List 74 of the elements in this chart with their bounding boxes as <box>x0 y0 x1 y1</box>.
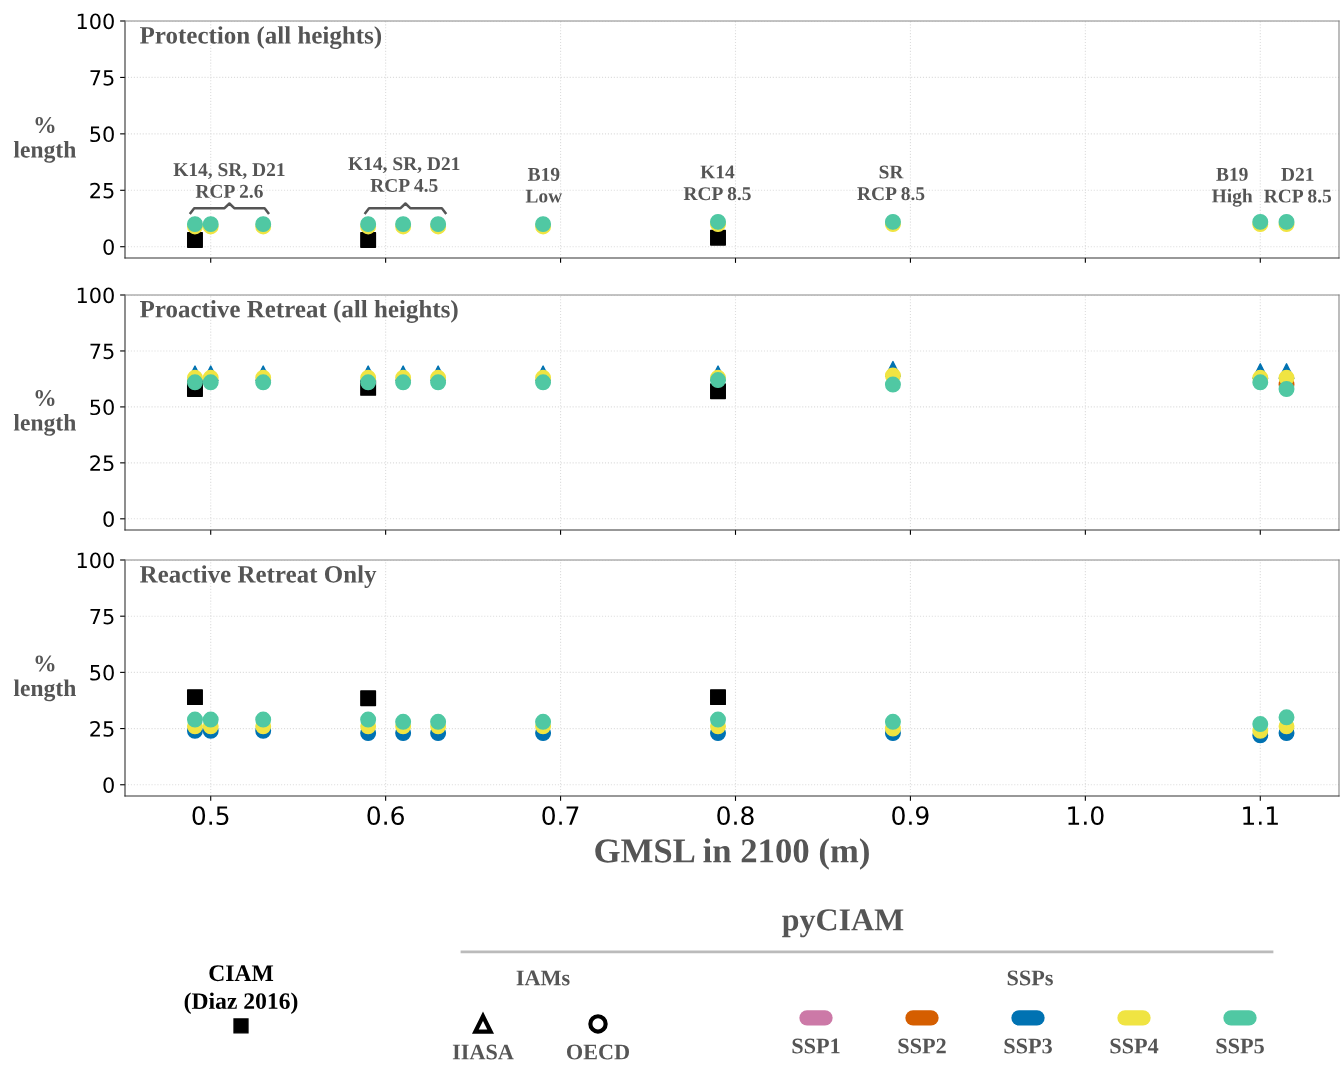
y-tick-label: 75 <box>90 70 114 86</box>
text: IAMs <box>516 970 570 986</box>
point <box>535 713 552 730</box>
point <box>535 374 552 391</box>
legend-label: SSP2 <box>898 1038 946 1054</box>
annotation: B19 Low <box>525 167 563 203</box>
point <box>202 711 219 728</box>
y-axis-title: % length <box>13 117 77 163</box>
y-tick-label: 50 <box>90 664 114 681</box>
point <box>430 713 447 730</box>
point <box>186 374 203 391</box>
point <box>360 231 377 248</box>
y-tick-label: 0 <box>103 777 114 793</box>
legend-title: pyCIAM <box>782 909 904 938</box>
point <box>710 229 726 246</box>
legend-label: SSP5 <box>1216 1038 1264 1054</box>
point <box>360 374 377 391</box>
point <box>430 374 447 391</box>
legend-label: OECD <box>566 1044 630 1060</box>
y-axis-title: % length <box>13 390 77 436</box>
y-tick-label: 25 <box>90 182 114 199</box>
point <box>710 711 726 728</box>
point <box>255 711 272 728</box>
point <box>202 374 219 391</box>
annotation: B19 High <box>1211 167 1253 207</box>
point <box>395 374 412 391</box>
point <box>186 231 203 248</box>
annotation: K14 RCP 8.5 <box>683 165 751 201</box>
y-axis-title: % length <box>13 655 77 702</box>
point <box>1278 709 1295 726</box>
y-tick-label: 25 <box>90 721 114 737</box>
point <box>395 713 412 730</box>
point <box>884 376 901 393</box>
y-tick-label: 0 <box>103 511 114 528</box>
x-tick-label: 1.1 <box>1243 806 1278 825</box>
x-tick-label: 0.8 <box>717 806 754 826</box>
y-tick-label: 100 <box>77 13 114 30</box>
legend-label: SSP3 <box>1004 1038 1052 1054</box>
x-tick-label: 0.5 <box>192 806 229 826</box>
text: CIAM (Diaz 2016) <box>184 965 298 1014</box>
point <box>1252 374 1269 391</box>
annotation: K14, SR, D21 RCP 2.6 <box>173 163 285 198</box>
x-tick-label: 0.7 <box>542 806 579 826</box>
y-tick-label: 50 <box>90 399 114 416</box>
legend-label: IIASA <box>452 1044 514 1060</box>
legend-label: SSP1 <box>792 1038 840 1054</box>
y-tick-label: 75 <box>90 608 114 625</box>
y-tick-label: 50 <box>90 126 114 143</box>
point <box>360 690 377 707</box>
x-tick-label: 0.6 <box>367 806 404 826</box>
point <box>884 713 901 730</box>
y-tick-label: 100 <box>77 552 114 569</box>
chart-title: Protection (all heights) <box>139 26 382 50</box>
y-tick-label: 100 <box>77 287 114 304</box>
point <box>1278 381 1295 397</box>
point <box>186 689 203 706</box>
point <box>186 711 203 728</box>
annotation: SR RCP 8.5 <box>857 165 925 201</box>
y-tick-label: 0 <box>103 239 114 255</box>
x-tick-label: 0.9 <box>892 806 929 826</box>
annotation: K14, SR, D21 RCP 4.5 <box>348 157 460 193</box>
x-tick-label: 1.0 <box>1068 806 1104 826</box>
point <box>255 374 272 391</box>
x-axis-title: GMSL in 2100 (m) <box>595 838 869 870</box>
annotation: D21 RCP 8.5 <box>1264 167 1332 203</box>
chart-title: Proactive Retreat (all heights) <box>139 300 458 323</box>
legend-label: SSP4 <box>1110 1038 1159 1054</box>
point <box>360 711 377 728</box>
y-tick-label: 25 <box>90 455 114 472</box>
text: SSPs <box>1007 970 1053 986</box>
y-tick-label: 75 <box>90 343 114 360</box>
point <box>710 689 726 706</box>
chart-title: Reactive Retreat Only <box>139 565 377 588</box>
point <box>1252 716 1269 733</box>
